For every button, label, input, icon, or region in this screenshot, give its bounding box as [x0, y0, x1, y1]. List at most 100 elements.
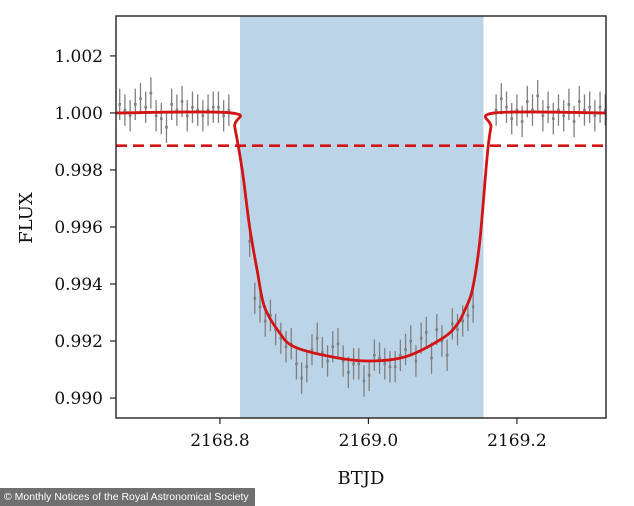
- data-point: [352, 362, 355, 366]
- data-point: [603, 108, 607, 112]
- data-point: [572, 120, 576, 123]
- data-point: [577, 100, 581, 103]
- data-point: [123, 108, 127, 112]
- plot-frame: [115, 15, 607, 419]
- data-point: [435, 328, 439, 331]
- data-point: [310, 348, 314, 351]
- data-point: [139, 97, 142, 100]
- data-point: [451, 322, 454, 326]
- data-point: [562, 114, 565, 118]
- data-point: [520, 120, 524, 123]
- data-point: [170, 103, 173, 106]
- data-point: [500, 97, 503, 100]
- data-point: [430, 356, 433, 360]
- data-point: [128, 114, 132, 118]
- data-point: [341, 359, 345, 363]
- data-point: [588, 105, 591, 109]
- data-point: [263, 319, 267, 323]
- data-point: [425, 331, 428, 334]
- data-point: [144, 105, 147, 109]
- data-point: [206, 108, 210, 112]
- data-point: [321, 351, 324, 354]
- data-point: [217, 105, 220, 109]
- data-point: [331, 345, 335, 349]
- data-point: [409, 339, 413, 343]
- x-axis-label: BTJD: [338, 468, 385, 489]
- data-point: [414, 359, 418, 363]
- data-point: [456, 328, 459, 331]
- data-point: [191, 105, 194, 109]
- data-point: [466, 314, 470, 317]
- data-point: [180, 100, 184, 103]
- data-point: [557, 108, 560, 112]
- data-point: [551, 117, 555, 120]
- x-tick-label: 2168.8: [190, 431, 249, 451]
- data-point: [378, 356, 381, 360]
- data-point: [598, 105, 602, 109]
- data-point: [461, 319, 465, 323]
- data-point: [494, 108, 498, 112]
- data-point: [315, 336, 319, 340]
- data-point: [149, 91, 153, 95]
- data-point: [404, 348, 407, 351]
- y-tick-label: 0.994: [54, 275, 103, 295]
- data-point: [269, 314, 272, 317]
- y-tick-label: 0.990: [54, 389, 103, 409]
- data-point: [510, 117, 514, 120]
- data-point: [531, 108, 534, 112]
- data-point: [383, 362, 387, 366]
- data-point: [357, 362, 361, 366]
- data-point: [393, 365, 397, 368]
- data-point: [154, 114, 158, 118]
- data-point: [362, 379, 366, 383]
- data-point: [279, 336, 283, 340]
- data-point: [567, 103, 571, 106]
- data-point: [583, 108, 586, 112]
- data-point: [211, 105, 215, 109]
- data-point: [258, 305, 262, 309]
- data-point: [440, 339, 444, 343]
- data-point: [505, 105, 508, 109]
- data-point: [300, 376, 303, 380]
- copyright-credit: © Monthly Notices of the Royal Astronomi…: [0, 488, 255, 506]
- y-axis-ticks: 0.990 0.992 0.994 0.996 0.998 1.000 1.002: [54, 47, 116, 409]
- data-point: [134, 103, 137, 106]
- x-tick-label: 2169.2: [487, 431, 546, 451]
- data-point: [373, 353, 376, 357]
- data-point: [593, 114, 597, 118]
- data-point: [196, 108, 199, 112]
- data-point: [541, 114, 545, 118]
- data-point: [165, 125, 168, 129]
- data-point: [159, 117, 163, 120]
- data-point: [284, 345, 288, 349]
- data-point: [227, 108, 231, 112]
- data-point: [536, 94, 539, 98]
- data-point: [515, 108, 519, 112]
- y-tick-label: 1.002: [54, 47, 103, 67]
- data-point: [253, 296, 257, 300]
- data-point: [326, 359, 329, 363]
- data-point: [471, 305, 475, 309]
- data-point: [305, 365, 309, 368]
- data-points-layer: [118, 77, 607, 397]
- data-point: [295, 362, 298, 366]
- data-point: [118, 103, 122, 106]
- data-point: [175, 108, 179, 112]
- y-axis-label: FLUX: [16, 192, 37, 244]
- x-axis-ticks: 2168.8 2169.0 2169.2: [190, 418, 547, 451]
- data-point: [185, 114, 189, 118]
- data-point: [367, 373, 371, 377]
- y-tick-label: 1.000: [54, 104, 103, 124]
- data-point: [347, 371, 350, 374]
- data-point: [201, 114, 205, 118]
- data-point: [526, 100, 529, 103]
- data-point: [248, 239, 251, 243]
- data-point: [336, 342, 340, 346]
- data-point: [222, 114, 225, 118]
- x-tick-label: 2169.0: [339, 431, 398, 451]
- transit-model-curve: [115, 110, 607, 363]
- data-point: [546, 105, 550, 109]
- data-point: [419, 336, 423, 340]
- data-point: [445, 353, 449, 357]
